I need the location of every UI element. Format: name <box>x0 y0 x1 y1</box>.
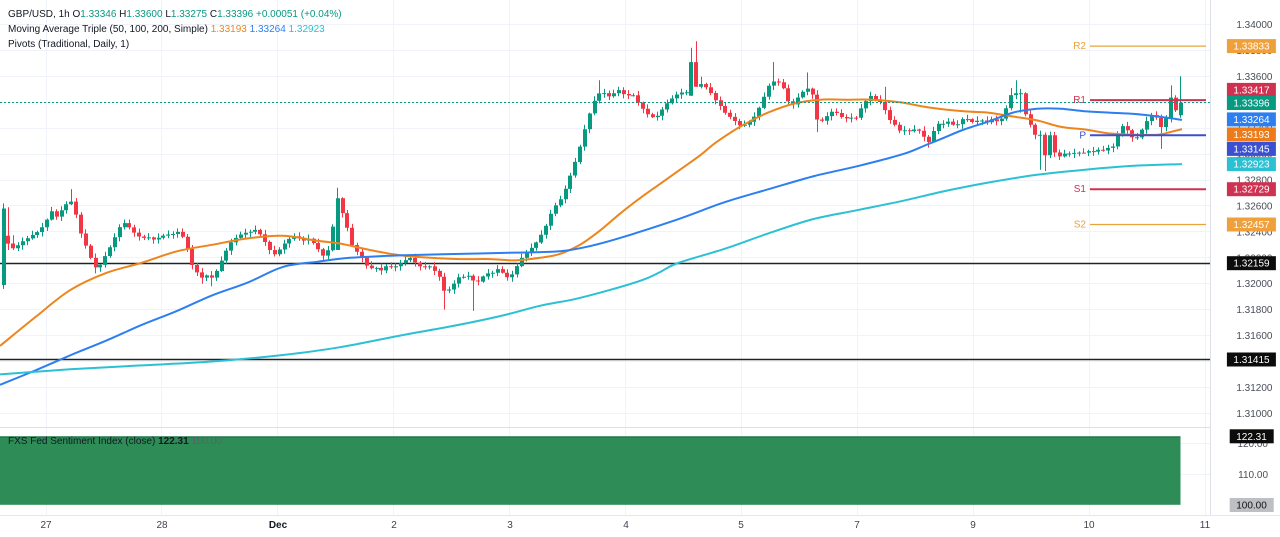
svg-text:5: 5 <box>738 520 744 531</box>
svg-text:1.32000: 1.32000 <box>1236 279 1273 290</box>
svg-text:1.32457: 1.32457 <box>1233 220 1270 231</box>
svg-text:P: P <box>1079 130 1086 141</box>
svg-text:Pivots (Traditional, Daily, 1): Pivots (Traditional, Daily, 1) <box>8 39 129 50</box>
svg-text:4: 4 <box>623 520 629 531</box>
svg-text:120.00: 120.00 <box>1237 439 1268 450</box>
svg-text:110.00: 110.00 <box>1238 470 1268 481</box>
svg-text:Moving Average Triple (50, 100: Moving Average Triple (50, 100, 200, Sim… <box>8 24 325 35</box>
svg-text:1.32600: 1.32600 <box>1236 202 1273 213</box>
svg-text:11: 11 <box>1200 520 1211 531</box>
svg-text:S1: S1 <box>1074 184 1087 195</box>
svg-text:S2: S2 <box>1074 220 1087 231</box>
svg-text:27: 27 <box>40 520 52 531</box>
svg-text:1.32800: 1.32800 <box>1236 176 1273 187</box>
svg-text:2: 2 <box>391 520 397 531</box>
svg-text:1.32923: 1.32923 <box>1233 160 1270 171</box>
svg-text:Dec: Dec <box>269 520 288 531</box>
svg-text:1.31800: 1.31800 <box>1236 305 1273 316</box>
svg-text:GBP/USD, 1h O1.33346 H1.33600: GBP/USD, 1h O1.33346 H1.33600 L1.33275 C… <box>8 9 342 20</box>
svg-text:3: 3 <box>507 520 513 531</box>
svg-text:1.31415: 1.31415 <box>1233 355 1270 366</box>
svg-text:1.31000: 1.31000 <box>1236 409 1273 420</box>
svg-text:1.31600: 1.31600 <box>1236 331 1273 342</box>
svg-text:1.33396: 1.33396 <box>1233 99 1270 110</box>
svg-text:R2: R2 <box>1073 41 1086 52</box>
svg-text:100.00: 100.00 <box>1236 501 1267 512</box>
svg-text:1.31200: 1.31200 <box>1236 383 1273 394</box>
svg-text:1.33264: 1.33264 <box>1233 115 1270 126</box>
svg-text:122.31: 122.31 <box>1236 432 1267 443</box>
svg-text:1.33145: 1.33145 <box>1233 144 1270 155</box>
svg-text:1.33193: 1.33193 <box>1233 130 1270 141</box>
svg-text:1.33417: 1.33417 <box>1233 85 1270 96</box>
svg-text:1.34000: 1.34000 <box>1236 20 1273 31</box>
svg-text:R1: R1 <box>1073 95 1086 106</box>
svg-text:10: 10 <box>1083 520 1095 531</box>
svg-text:28: 28 <box>156 520 168 531</box>
svg-text:1.33600: 1.33600 <box>1236 72 1273 83</box>
svg-text:1.32729: 1.32729 <box>1233 185 1270 196</box>
svg-text:9: 9 <box>970 520 976 531</box>
svg-text:1.33833: 1.33833 <box>1233 42 1270 53</box>
svg-text:7: 7 <box>854 520 860 531</box>
svg-text:1.32400: 1.32400 <box>1236 227 1273 238</box>
svg-text:FXS Fed Sentiment Index (close: FXS Fed Sentiment Index (close) 122.31 1… <box>8 436 222 447</box>
svg-text:1.32159: 1.32159 <box>1233 259 1270 270</box>
